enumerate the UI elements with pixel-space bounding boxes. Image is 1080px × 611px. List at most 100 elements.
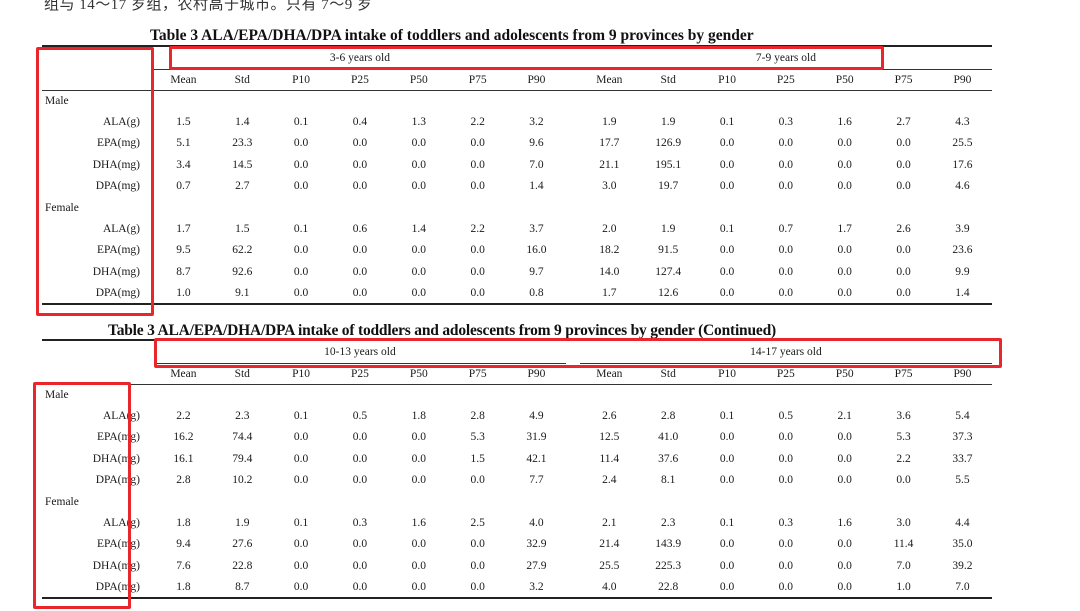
- value-cell: 0.0: [756, 576, 816, 599]
- value-cell: 25.5: [599, 559, 620, 572]
- value-cell: 2.1: [837, 410, 852, 423]
- value-cell: 17.7: [599, 137, 620, 150]
- column-header-p25: P25: [330, 69, 390, 91]
- value-cell: 3.2: [507, 576, 566, 599]
- value-cell: 2.5: [470, 517, 485, 530]
- value-cell: 0.0: [352, 158, 368, 171]
- value-cell: 91.5: [658, 244, 679, 257]
- table-caption-continued: Table 3 ALA/EPA/DHA/DPA intake of toddle…: [108, 322, 776, 340]
- value-cell: 3.7: [529, 223, 544, 236]
- gap-cell: [566, 154, 580, 175]
- value-cell: 2.8: [176, 474, 191, 487]
- value-cell: 62.2: [232, 244, 253, 257]
- value-cell: 0.0: [293, 559, 309, 572]
- gap-cell: [566, 448, 580, 469]
- value-cell: 0.0: [330, 576, 390, 599]
- value-cell: 127.4: [655, 265, 682, 278]
- value-cell: 0.0: [756, 282, 816, 305]
- value-cell: 0.0: [470, 158, 485, 171]
- row-label: DPA(mg): [95, 180, 140, 193]
- value-cell: 0.0: [837, 431, 852, 444]
- gap-cell: [566, 261, 580, 282]
- age-group-header-row: 3-6 years old 7-9 years old: [42, 45, 992, 70]
- value-cell: 1.7: [579, 282, 639, 305]
- value-cell: 5.3: [470, 431, 485, 444]
- value-cell: 0.0: [293, 137, 309, 150]
- value-cell: 1.4: [235, 116, 250, 129]
- value-cell: 2.4: [602, 474, 617, 487]
- value-cell: 0.0: [352, 180, 368, 193]
- value-cell: 143.9: [655, 538, 682, 551]
- age-group-header: 14-17 years old: [579, 339, 992, 364]
- value-cell: 0.0: [293, 265, 309, 278]
- value-cell: 0.7: [778, 223, 794, 236]
- value-cell: 7.0: [529, 158, 544, 171]
- value-cell: 0.0: [470, 474, 485, 487]
- value-cell: 0.0: [293, 244, 309, 257]
- value-cell: 0.3: [778, 517, 794, 530]
- gap-cell: [565, 69, 580, 91]
- column-header-p10: P10: [271, 363, 331, 385]
- value-cell: 0.0: [719, 265, 735, 278]
- value-cell: 1.8: [411, 410, 426, 423]
- value-cell: 0.0: [837, 158, 852, 171]
- value-cell: 0.0: [411, 180, 426, 193]
- column-header-p10: P10: [697, 69, 757, 91]
- value-cell: 0.0: [352, 538, 368, 551]
- value-cell: 33.7: [952, 452, 973, 465]
- gap-cell: [565, 45, 580, 69]
- value-cell: 0.6: [352, 223, 368, 236]
- value-cell: 0.0: [293, 538, 309, 551]
- value-cell: 1.9: [235, 517, 250, 530]
- value-cell: 10.2: [232, 474, 253, 487]
- row-label: EPA(mg): [96, 244, 140, 257]
- value-cell: 0.0: [352, 559, 368, 572]
- value-cell: 3.4: [176, 158, 191, 171]
- value-cell: 0.0: [697, 576, 757, 599]
- column-header-row: Mean Std P10 P25 P50 P75 P90 Mean Std P10 P25 P50 P7…: [42, 363, 992, 385]
- value-cell: 2.8: [470, 410, 485, 423]
- value-cell: 0.0: [778, 431, 794, 444]
- value-cell: 0.0: [411, 559, 426, 572]
- value-cell: 0.0: [411, 431, 426, 444]
- value-cell: 0.0: [352, 244, 368, 257]
- column-header-p10: P10: [697, 363, 757, 385]
- value-cell: 18.2: [599, 244, 620, 257]
- value-cell: 0.0: [837, 474, 852, 487]
- value-cell: 35.0: [952, 538, 973, 551]
- value-cell: 3.6: [896, 410, 911, 423]
- value-cell: 0.0: [896, 474, 911, 487]
- column-header-p50: P50: [389, 363, 449, 385]
- value-cell: 0.0: [470, 538, 485, 551]
- value-cell: 0.0: [778, 538, 794, 551]
- value-cell: 1.0: [154, 282, 213, 305]
- table-row: ALA(g) 1.8 1.9 0.1 0.3 1.6 2.5 4.0 2.1 2.3 0.1 0.3 1…: [42, 512, 992, 533]
- row-label: DPA(mg): [95, 474, 140, 487]
- value-cell: 5.4: [955, 410, 970, 423]
- value-cell: 0.0: [271, 282, 331, 305]
- value-cell: 0.0: [778, 158, 794, 171]
- column-header-p90: P90: [507, 69, 566, 91]
- value-cell: 126.9: [655, 137, 682, 150]
- value-cell: 0.0: [896, 158, 911, 171]
- value-cell: 9.6: [529, 137, 544, 150]
- value-cell: 0.0: [896, 265, 911, 278]
- value-cell: 0.0: [293, 180, 309, 193]
- value-cell: 0.0: [719, 559, 735, 572]
- value-cell: 4.6: [955, 180, 970, 193]
- value-cell: 22.8: [638, 576, 698, 599]
- empty-header-cell: [42, 339, 154, 363]
- table-row: DHA(mg) 7.6 22.8 0.0 0.0 0.0 0.0 27.9 25.5 225.3 0…: [42, 555, 992, 576]
- value-cell: 2.7: [235, 180, 250, 193]
- value-cell: 0.0: [837, 452, 852, 465]
- value-cell: 2.2: [176, 410, 191, 423]
- value-cell: 0.0: [778, 559, 794, 572]
- value-cell: 0.0: [411, 244, 426, 257]
- value-cell: 0.0: [719, 137, 735, 150]
- value-cell: 0.0: [837, 559, 852, 572]
- value-cell: 0.1: [293, 116, 309, 129]
- column-header-p25: P25: [756, 69, 816, 91]
- value-cell: 37.3: [952, 431, 973, 444]
- value-cell: 12.5: [599, 431, 620, 444]
- value-cell: 14.0: [599, 265, 620, 278]
